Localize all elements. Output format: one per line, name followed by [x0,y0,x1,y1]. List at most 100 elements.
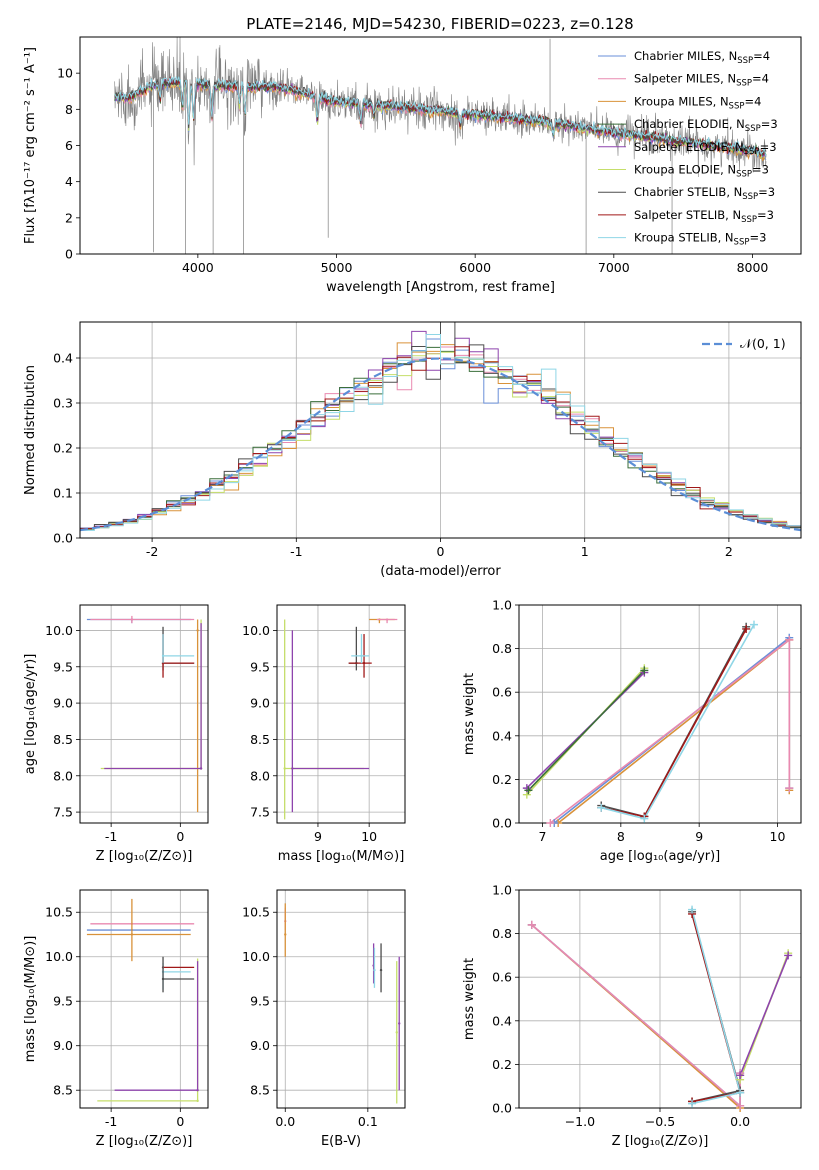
y-tick-label: 0.1 [53,486,73,501]
y-tick-label: 8.5 [250,732,270,747]
y-tick-label: 0.8 [492,641,512,656]
weight-line [691,913,742,1103]
y-tick-label: 9.5 [53,659,73,674]
y-axis-label: Normed distribution [23,365,38,495]
plus-marker [736,1101,745,1110]
plus-marker [785,784,794,793]
plot-area [86,898,199,1103]
x-tick-label: 9 [695,829,703,844]
x-axis-label: wavelength [Angstrom, rest frame] [326,280,555,295]
plus-marker [736,1071,745,1080]
x-axis-label: (data-model)/error [380,564,501,579]
y-tick-label: 10.0 [45,949,73,964]
plus-marker [688,905,697,914]
y-tick-label: 0 [65,247,73,262]
plus-marker [736,1088,745,1097]
y-tick-label: 0.0 [492,816,512,831]
data-point [284,933,287,936]
legend-entry: Chabrier ELODIE, NSSP=3 [634,117,778,134]
plot-area [526,624,791,823]
y-axis-label: mass [log₁₀(M/M⊙)] [23,936,38,1063]
y-tick-label: 0.0 [53,531,73,546]
plus-marker [640,666,649,675]
x-tick-label: -1 [105,829,117,844]
x-tick-label: -1 [105,1114,117,1129]
y-tick-label: 10.5 [45,905,73,920]
weight-line [531,924,741,1108]
y-tick-label: 0.8 [492,926,512,941]
y-tick-label: 0.6 [492,685,512,700]
y-tick-label: 9.0 [250,1038,270,1053]
y-axis-label: mass weight [462,673,477,755]
y-axis-label: mass weight [462,958,477,1040]
x-tick-label: 4000 [182,260,214,275]
y-tick-label: 10.5 [242,905,270,920]
y-tick-label: 9.5 [250,994,270,1009]
x-axis-label: Z [log₁₀(Z/Z⊙)] [96,1134,193,1149]
weight-line [601,628,747,818]
legend-entry: Salpeter MILES, NSSP=4 [634,72,769,89]
y-tick-label: 0.2 [53,441,73,456]
data-point [379,968,383,972]
x-tick-label: 7 [539,829,547,844]
y-tick-label: 0.4 [492,1013,512,1028]
data-point [360,654,363,658]
plus-marker [688,1099,697,1108]
axes-frame [276,889,406,1109]
plot-area [80,322,801,538]
panel-residuals: -2 -1 0 1 2 0.0 0.1 0.2 0.3 0.4 (data-model)/error… [23,321,802,579]
legend: Chabrier MILES, NSSP=4 Salpeter MILES, NS… [598,49,778,248]
panel-age_vs_mass: 9 10 7.5 8.0 8.5 9.0 9.5 10.0 mass [log₁₀(M/M⊙)] [242,604,406,864]
x-tick-label: 10 [361,829,377,844]
legend-entry: Chabrier STELIB, NSSP=3 [634,185,775,202]
plot-area [86,615,203,813]
plus-marker [527,920,536,929]
weight-line [739,955,789,1076]
x-axis-label: E(B-V) [321,1134,361,1149]
y-tick-label: 9.0 [250,696,270,711]
x-tick-label: 0.1 [358,1114,378,1129]
data-point [362,661,366,665]
x-tick-label: 8000 [737,260,769,275]
plot-area [283,618,398,820]
x-tick-label: 0 [176,829,184,844]
x-tick-label: 1 [581,544,589,559]
axes-frame [79,36,802,255]
plot-area [284,903,401,1104]
figure-title: PLATE=2146, MJD=54230, FIBERID=0223, z=0… [246,15,633,33]
data-point [395,1031,398,1034]
data-point [291,767,294,770]
y-tick-label: 9.5 [250,659,270,674]
x-tick-label: 10 [770,829,786,844]
x-tick-label: 7000 [598,260,630,275]
x-tick-label: 0 [437,544,445,559]
y-tick-label: 1.0 [492,598,512,613]
y-tick-label: 7.5 [250,805,270,820]
y-tick-label: 0.4 [492,728,512,743]
y-tick-label: 10.0 [45,623,73,638]
weight-line [691,909,742,1105]
y-tick-label: 8.0 [250,768,270,783]
plus-marker [742,624,751,633]
plot-area [114,37,767,254]
panel-spectrum: 4000 5000 6000 7000 8000 0 2 4 6 8 10 wavelength [A… [23,36,802,295]
y-tick-label: 8 [65,102,73,117]
data-point [385,618,389,621]
data-point [130,618,134,621]
plus-marker [546,819,555,827]
legend-entry: Kroupa STELIB, NSSP=3 [634,231,766,248]
y-tick-label: 9.0 [53,1038,73,1053]
panel-weight_vs_age: 7 8 9 10 0.0 0.2 0.4 0.6 0.8 1.0 age [log₁₀(age/yr… [462,598,802,864]
x-axis-label: Z [log₁₀(Z/Z⊙)] [612,1134,709,1149]
y-tick-label: 9.5 [53,994,73,1009]
weight-line [527,669,645,791]
y-axis-label: Flux [fλ10⁻¹⁷ erg cm⁻² s⁻¹ A⁻¹] [23,47,38,244]
legend-entry: 𝒩(0, 1) [740,336,786,351]
x-tick-label: 0.0 [275,1114,295,1129]
data-point [196,1089,199,1092]
data-point [373,968,376,972]
x-tick-label: 5000 [321,260,353,275]
data-point [283,767,286,770]
y-tick-label: 8.5 [53,1083,73,1098]
